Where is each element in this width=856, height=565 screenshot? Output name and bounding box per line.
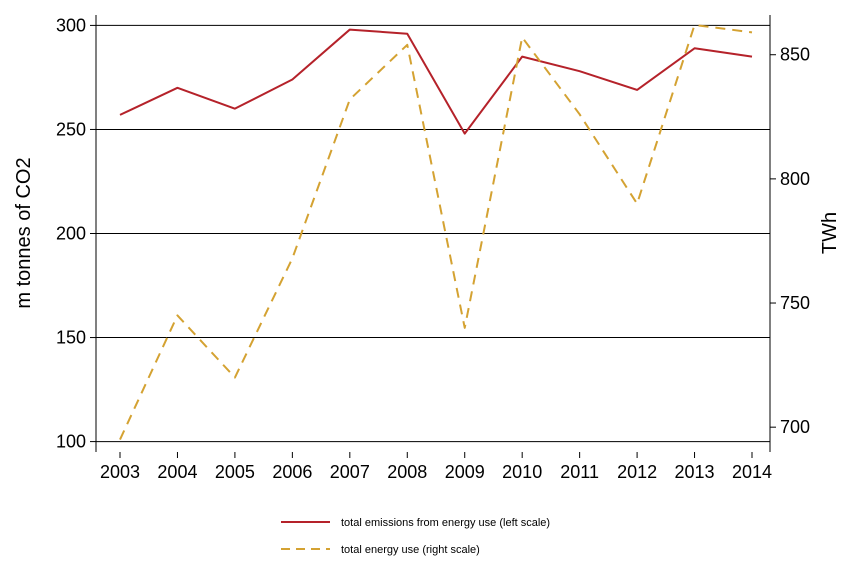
legend-label-energy: total energy use (right scale) [341, 544, 480, 556]
x-tick-label: 2007 [330, 462, 370, 482]
series-layer [119, 23, 753, 441]
right-tick-label: 700 [780, 417, 810, 437]
x-tick-label: 2009 [445, 462, 485, 482]
x-tick-label: 2005 [215, 462, 255, 482]
left-tick-label: 300 [56, 15, 86, 35]
x-tick-label: 2008 [387, 462, 427, 482]
right-axis-ticks: 700 750 800 850 [770, 45, 810, 437]
left-tick-label: 250 [56, 119, 86, 139]
left-axis-ticks: 100 150 200 250 300 [56, 15, 96, 452]
series-line-energy-use [119, 23, 753, 441]
series-line-emissions [119, 28, 753, 135]
x-tick-label: 2013 [675, 462, 715, 482]
x-tick-label: 2011 [560, 462, 599, 482]
x-tick-label: 2004 [157, 462, 197, 482]
x-tick-label: 2010 [502, 462, 542, 482]
right-axis-title: TWh [819, 212, 841, 254]
x-tick-label: 2014 [732, 462, 772, 482]
legend: total emissions from energy use (left sc… [281, 517, 550, 556]
x-tick-label: 2006 [272, 462, 312, 482]
right-tick-label: 800 [780, 169, 810, 189]
left-tick-label: 100 [56, 432, 86, 452]
x-axis-ticks: 2003 2004 2005 2006 2007 2008 2009 2010 2011 2012… [100, 452, 772, 482]
left-axis-title: m tonnes of CO2 [13, 157, 35, 308]
x-tick-label: 2012 [617, 462, 657, 482]
right-tick-label: 850 [780, 45, 810, 65]
x-tick-label: 2003 [100, 462, 140, 482]
grid-layer [96, 24, 770, 443]
right-tick-label: 750 [780, 293, 810, 313]
left-tick-label: 200 [56, 224, 86, 244]
legend-label-emissions: total emissions from energy use (left sc… [341, 517, 550, 529]
left-tick-label: 150 [56, 328, 86, 348]
